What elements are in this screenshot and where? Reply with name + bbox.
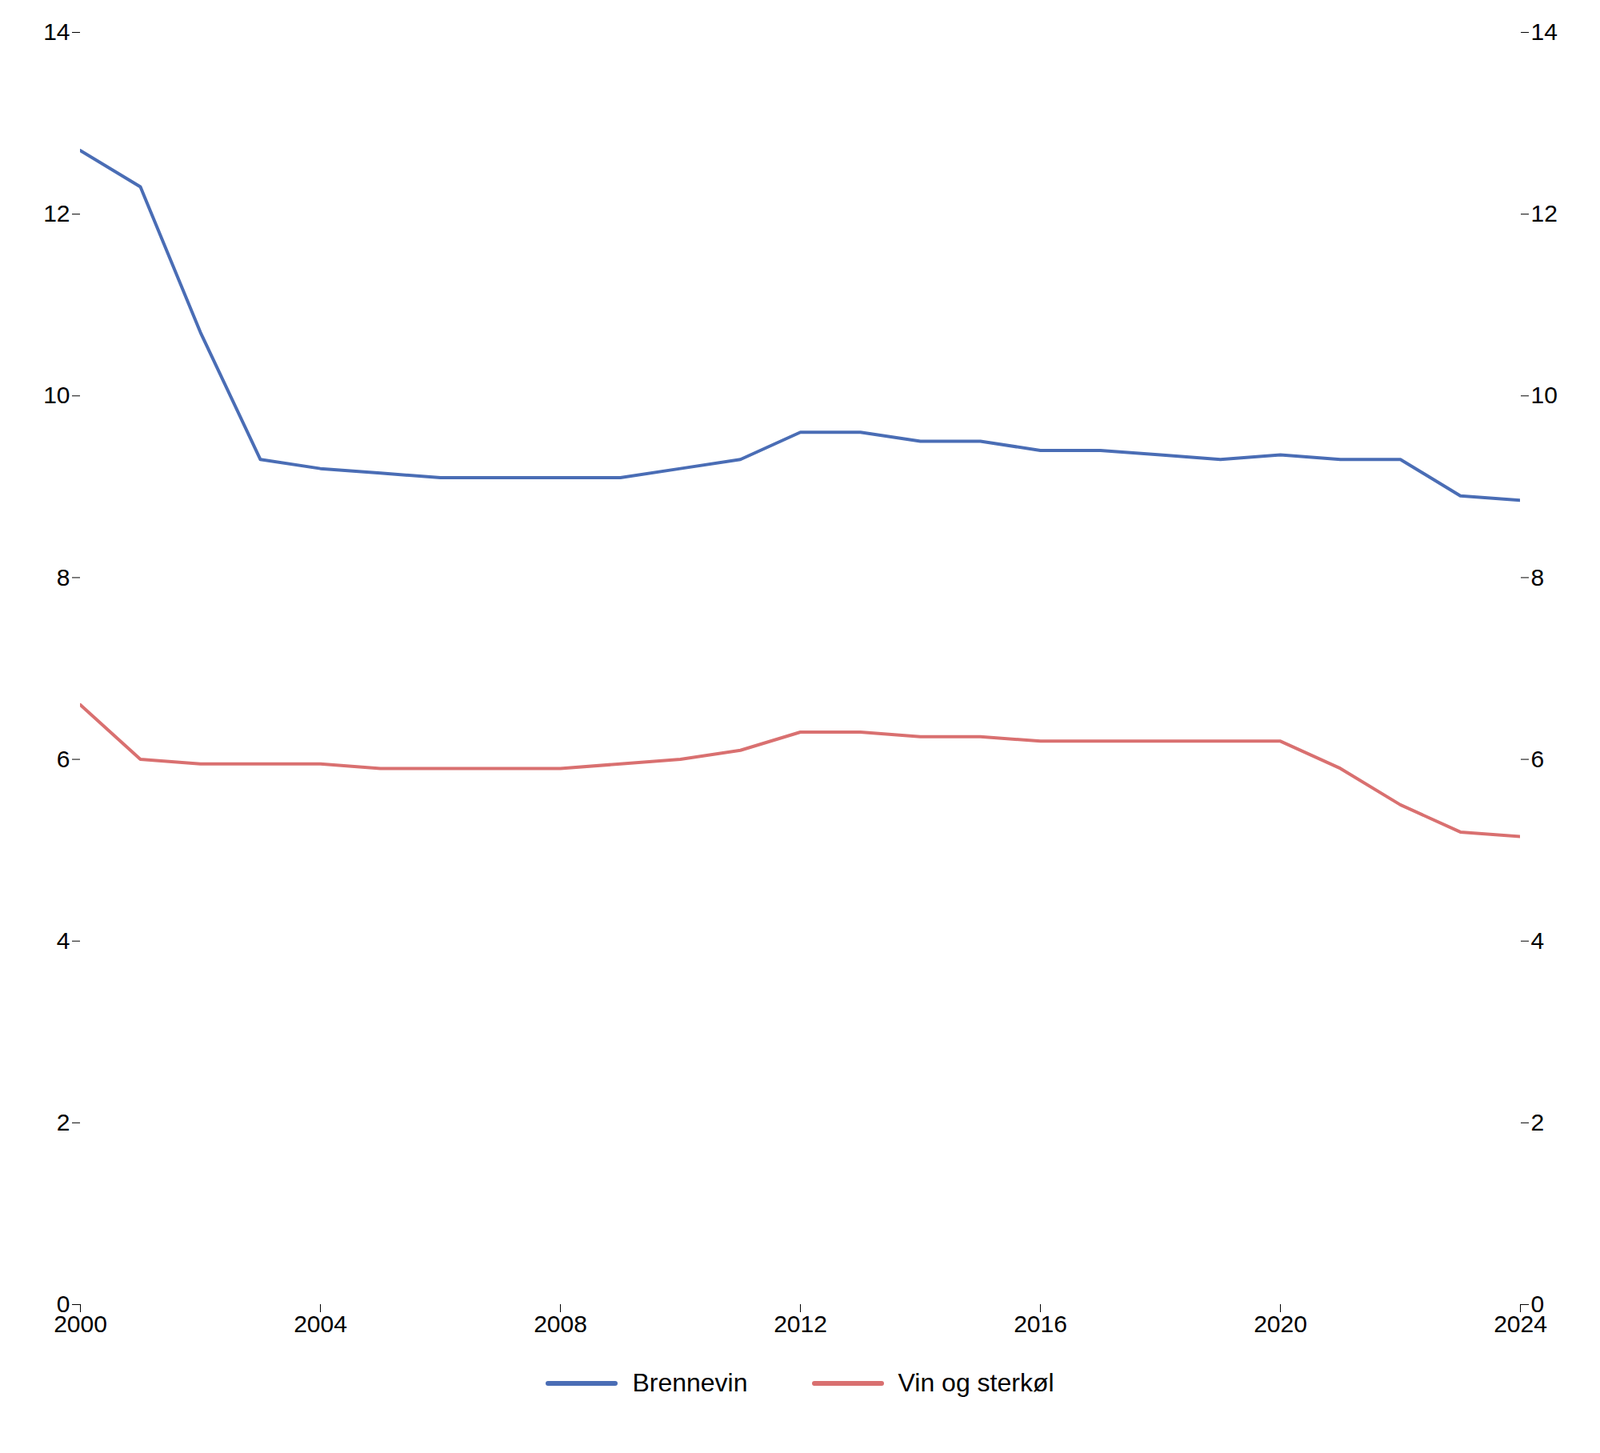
svg-text:2008: 2008 (533, 1310, 588, 1337)
svg-text:4: 4 (56, 927, 71, 954)
html-text:Brennevin: Brennevin (632, 1368, 748, 1397)
svg-text:2: 2 (56, 1108, 71, 1136)
svg-text:2016: 2016 (1013, 1310, 1068, 1337)
html-text:Vin og sterkøl: Vin og sterkøl (898, 1368, 1055, 1397)
svg-text:0: 0 (56, 1290, 71, 1317)
svg-text:2020: 2020 (1253, 1310, 1308, 1337)
svg-text:14: 14 (1531, 18, 1558, 45)
svg-text:12: 12 (1531, 200, 1558, 227)
svg-text:4: 4 (1531, 927, 1545, 954)
svg-text:10: 10 (43, 381, 70, 408)
svg-text:6: 6 (56, 745, 71, 772)
svg-text:12: 12 (43, 200, 70, 227)
svg-text:2012: 2012 (773, 1310, 828, 1337)
svg-text:14: 14 (43, 18, 70, 45)
svg-text:6: 6 (1531, 745, 1545, 772)
svg-text:2024: 2024 (1493, 1310, 1548, 1337)
svg-text:0: 0 (1531, 1290, 1545, 1317)
svg-text:2000: 2000 (53, 1310, 108, 1337)
svg-text:2004: 2004 (293, 1310, 348, 1337)
svg-text:8: 8 (56, 564, 71, 591)
svg-text:10: 10 (1531, 381, 1558, 408)
svg-text:8: 8 (1531, 564, 1545, 591)
svg-text:2: 2 (1531, 1108, 1545, 1136)
